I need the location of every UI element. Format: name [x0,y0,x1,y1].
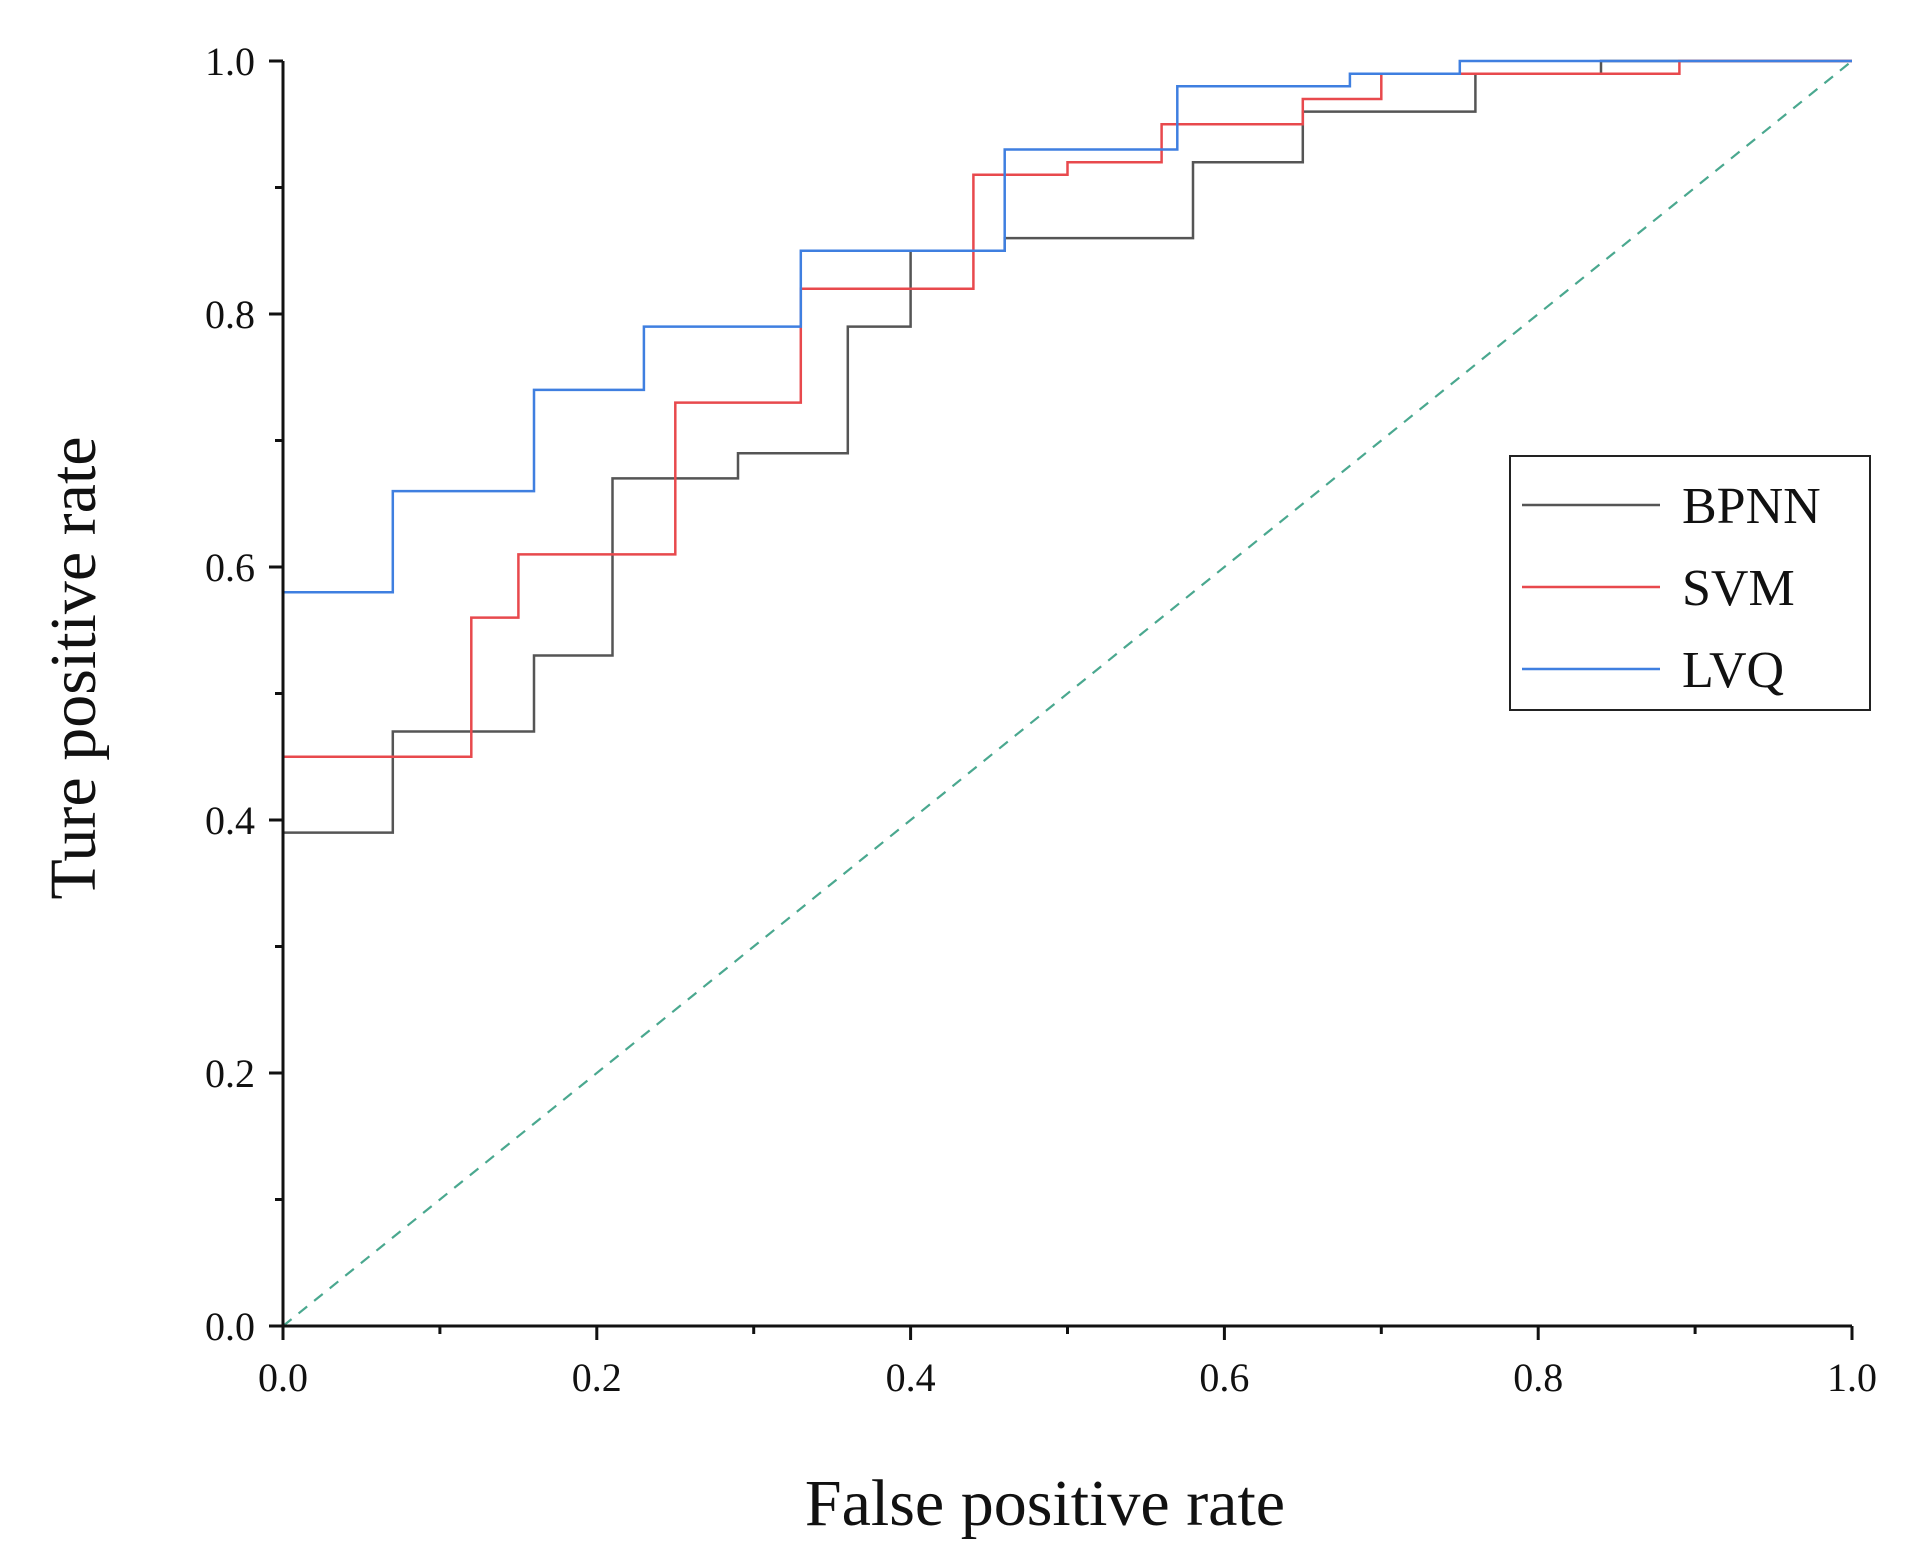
y-tick-label: 0.0 [205,1304,255,1349]
x-tick-label: 0.4 [886,1355,936,1400]
y-tick-label: 0.4 [205,798,255,843]
series-line-lvq [283,59,1852,594]
series-line-bpnn [283,59,1852,834]
y-axis-title: Ture positive rate [37,436,110,899]
series-line-reference [282,60,1853,1327]
x-tick-label: 0.2 [572,1355,622,1400]
axes [281,61,1852,1328]
legend-label-svm: SVM [1682,560,1795,617]
series-group [282,59,1853,1327]
legend-box [1509,455,1871,711]
y-tick-label: 0.6 [205,545,255,590]
legend-label-lvq: LVQ [1682,642,1784,699]
x-tick-label: 0.0 [258,1355,308,1400]
legend: BPNN SVM LVQ [1509,455,1871,711]
y-tick-label: 0.8 [205,292,255,337]
y-tick-label: 1.0 [205,39,255,84]
y-tick-label: 0.2 [205,1051,255,1096]
x-tick-label: 0.8 [1513,1355,1563,1400]
series-line-svm [283,59,1852,759]
x-tick-label: 1.0 [1827,1355,1877,1400]
x-tick-label: 0.6 [1199,1355,1249,1400]
x-axis-title: False positive rate [805,1467,1285,1540]
legend-label-bpnn: BPNN [1682,478,1821,535]
tick-labels: 0.0 0.2 0.4 0.6 0.8 1.0 0.0 0.2 0.4 0.6 0.8 1.0 [205,39,1877,1400]
